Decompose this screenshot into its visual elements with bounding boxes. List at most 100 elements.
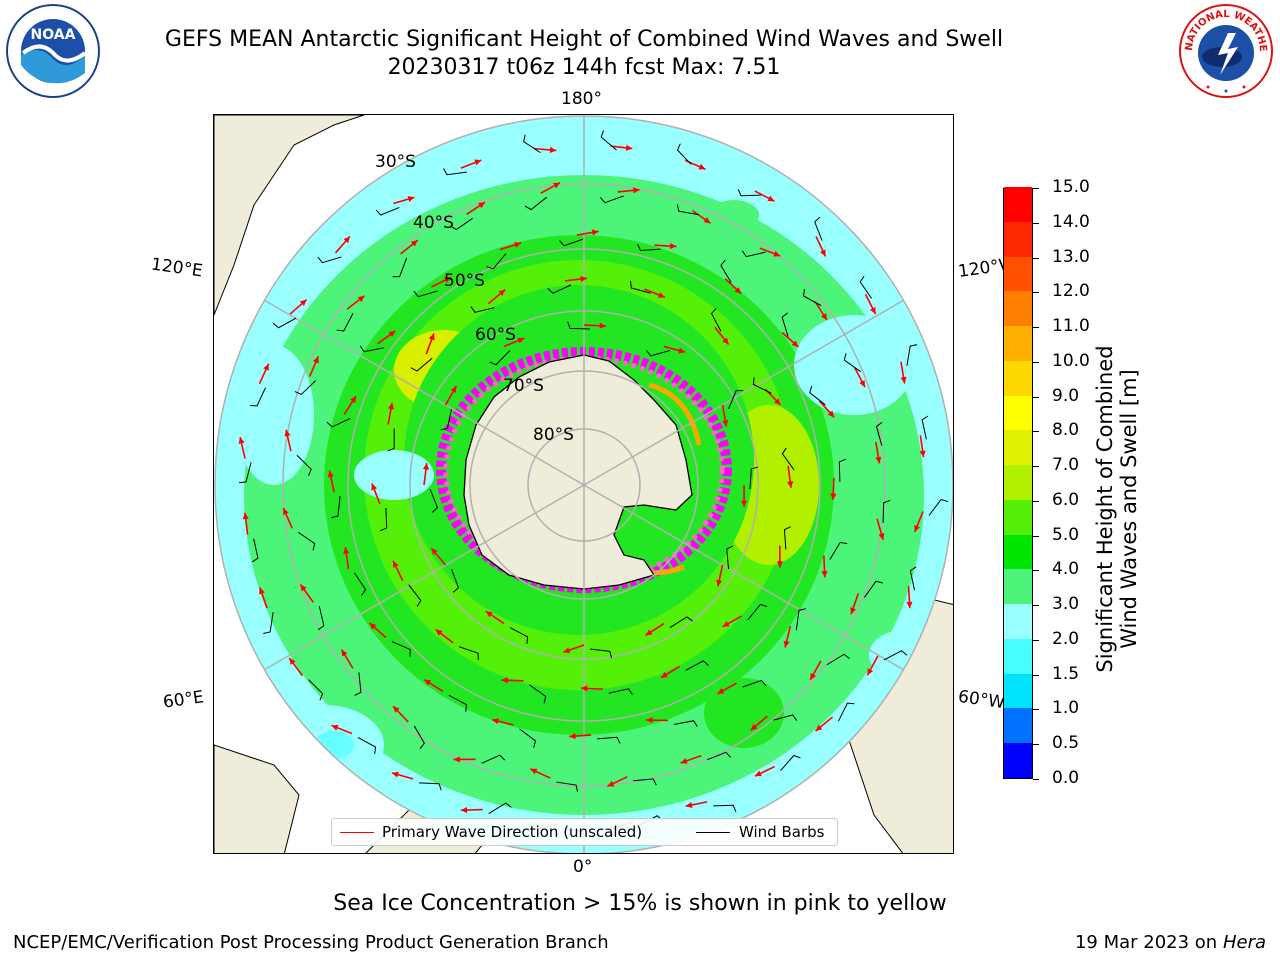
wave-direction-arrowhead [716,579,723,587]
wind-barb [524,196,548,211]
wind-barb [707,751,732,761]
lon-label-120e: 120°E [149,254,204,282]
wind-barb [737,189,761,197]
map-panel [213,114,954,854]
wave-direction-arrowhead [815,724,823,732]
wave-direction-arrowhead [369,623,377,630]
wave-direction-arrowhead [678,347,686,354]
wave-direction-arrowhead [422,463,429,470]
wind-barb [375,207,400,216]
wave-direction-arrowhead [498,289,506,296]
wind-barb [326,418,351,428]
colorbar-tick [1033,500,1039,502]
colorbar-segment [1004,464,1032,500]
wave-direction-arrowhead [875,456,882,464]
wind-barb [809,385,826,406]
sea-ice-note: Sea Ice Concentration > 15% is shown in … [333,891,947,916]
svg-text:NOAA: NOAA [31,27,76,43]
wave-direction-arrowhead [393,560,399,568]
wave-direction-arrowhead [331,724,339,731]
date-stamp: 19 Mar 2023 on Hera [1075,932,1266,953]
chart-subtitle: 20230317 t06z 144h fcst Max: 7.51 [387,55,781,80]
wave-direction-arrowhead [444,277,452,283]
lon-label-180: 180° [561,89,602,109]
wave-direction-arrowhead [669,243,677,250]
wave-direction-arrowhead [827,410,835,418]
wind-barb [486,253,507,270]
wind-barb [795,608,806,631]
wind-barb [297,531,316,551]
wind-barb [906,344,918,366]
wind-barb [726,545,734,570]
wind-barb [523,134,541,154]
wind-barb [783,526,791,550]
colorbar-segment [1004,395,1032,431]
wind-barb [359,345,384,353]
colorbar-tick-label: 15.0 [1052,177,1090,197]
wave-direction-arrowhead [530,768,538,775]
colorbar-tick-label: 11.0 [1052,316,1090,337]
noaa-logo: NOAA [5,3,101,103]
wind-barb [608,688,633,695]
colorbar-segment [1004,499,1032,535]
wind-barb [814,216,823,241]
wind-barb [294,380,316,396]
colorbar-segment [1004,569,1032,605]
wind-barb [470,306,495,313]
wind-barb [387,428,395,452]
wind-barb [410,357,433,372]
wave-direction-arrowhead [869,306,876,314]
wind-barb [440,408,452,431]
wind-barb [600,130,617,151]
wave-direction-arrowhead [722,620,730,627]
wind-barb [239,462,252,484]
wind-barb [443,168,467,176]
wind-barb [458,646,479,661]
wind-barb [803,288,822,307]
wave-direction-arrowhead [238,437,245,444]
wave-direction-arrowhead [391,771,399,778]
wave-direction-arrowhead [774,398,781,406]
date-text: 19 Mar 2023 on [1074,932,1218,953]
colorbar-segment [1004,430,1032,466]
wave-direction-arrowhead [580,276,587,283]
lat-label-50s: 50°S [444,271,485,291]
lat-label-40s: 40°S [413,213,454,233]
colorbar-tick-label: 13.0 [1052,246,1090,267]
credit-line: NCEP/EMC/Verification Post Processing Pr… [13,932,609,953]
wave-direction-arrowhead [283,508,289,516]
colorbar-segment [1004,291,1032,327]
lat-label-70s: 70°S [503,376,544,396]
wave-direction-arrowhead [919,450,926,458]
wind-barb [296,454,312,476]
wind-barb [357,737,377,755]
wind-barb [720,259,732,283]
colorbar-segment [1004,534,1032,570]
wave-direction-arrowhead [914,524,920,532]
wind-barb [408,584,422,607]
wind-barb [637,243,661,252]
wave-direction-arrowhead [787,481,794,488]
wave-direction-arrowhead [343,236,350,244]
wave-direction-arrowhead [259,587,265,595]
wave-direction-arrowhead [645,629,653,636]
wind-barb [710,307,722,332]
wind-barb [838,458,846,482]
graticule [214,115,953,853]
colorbar-segment [1004,673,1032,709]
wave-direction-arrowhead [607,780,615,787]
wind-barb [921,415,929,440]
wind-barb [263,612,274,635]
wave-direction-arrowhead [392,706,400,713]
wind-barb [780,754,801,771]
wave-direction-swatch [340,832,374,833]
colorbar-tick-label: 8.0 [1052,420,1080,441]
wind-barb [547,284,572,294]
colorbar-tick-label: 14.0 [1052,211,1090,232]
wave-direction-arrowhead [717,688,725,694]
wave-direction-arrowhead [599,322,606,329]
wind-barb [728,390,744,410]
wave-direction-arrowhead [431,548,438,555]
colorbar-label-line1: Significant Height of Combined [1093,345,1117,673]
wind-barb [556,781,579,792]
